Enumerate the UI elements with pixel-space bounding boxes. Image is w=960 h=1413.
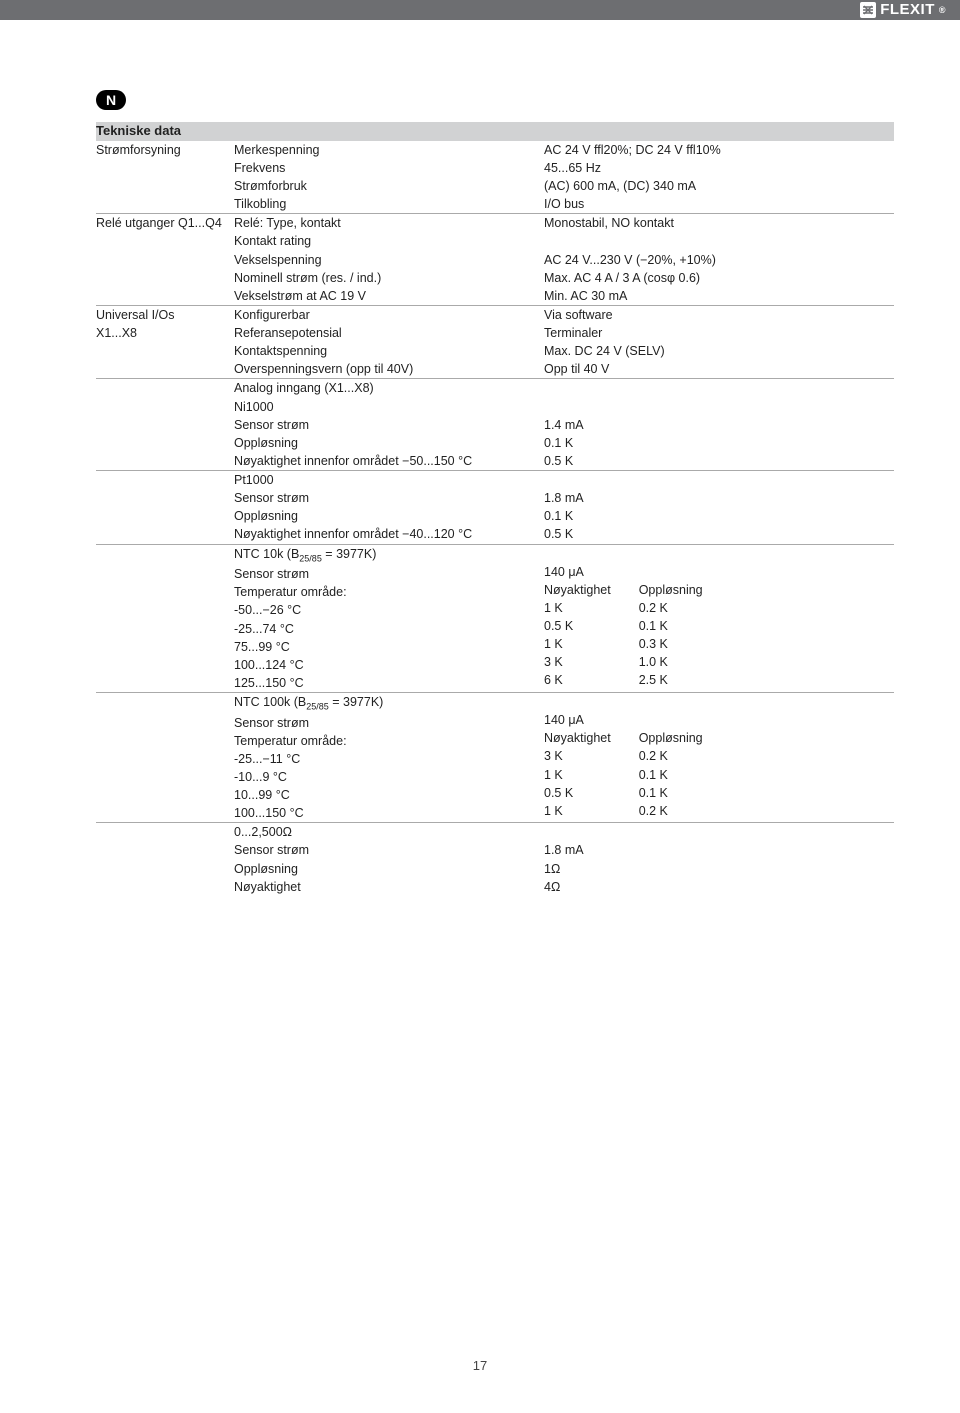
row-param: Konfigurerbar Referansepotensial Kontakt…: [234, 305, 544, 379]
row-value: 1.4 mA 0.1 K 0.5 K: [544, 379, 894, 471]
table-row: NTC 10k (B25/85 = 3977K)Sensor strømTemp…: [96, 544, 894, 692]
row-param: 0...2,500Ω Sensor strøm Oppløsning Nøyak…: [234, 823, 544, 896]
row-value: AC 24 V ffl20%; DC 24 V ffl10% 45...65 H…: [544, 141, 894, 214]
value-left: 140 μA Nøyaktighet 1 K 0.5 K 1 K 3 K 6 K: [544, 545, 611, 690]
row-param: Pt1000 Sensor strøm Oppløsning Nøyaktigh…: [234, 471, 544, 545]
top-bar: FLEXIT ®: [0, 0, 960, 20]
row-param: Merkespenning Frekvens Strømforbruk Tilk…: [234, 141, 544, 214]
table-row: Relé utganger Q1...Q4Relé: Type, kontakt…: [96, 214, 894, 306]
row-label: [96, 544, 234, 692]
table-row: NTC 100k (B25/85 = 3977K)Sensor strømTem…: [96, 693, 894, 823]
row-value: 140 μA Nøyaktighet 3 K 1 K 0.5 K 1 K Opp…: [544, 693, 894, 823]
row-value: 1.8 mA 0.1 K 0.5 K: [544, 471, 894, 545]
row-value: Via software Terminaler Max. DC 24 V (SE…: [544, 305, 894, 379]
reg-mark: ®: [939, 5, 946, 15]
row-label: [96, 823, 234, 896]
value-left: 140 μA Nøyaktighet 3 K 1 K 0.5 K 1 K: [544, 693, 611, 820]
table-row: 0...2,500Ω Sensor strøm Oppløsning Nøyak…: [96, 823, 894, 896]
brand-icon: [860, 2, 876, 18]
page-content: N Tekniske data StrømforsyningMerkespenn…: [0, 20, 960, 896]
row-param: Relé: Type, kontakt Kontakt rating Vekse…: [234, 214, 544, 306]
spec-table: Tekniske data StrømforsyningMerkespennin…: [96, 122, 894, 896]
row-param: Analog inngang (X1...X8) Ni1000 Sensor s…: [234, 379, 544, 471]
row-label: Universal I/Os X1...X8: [96, 305, 234, 379]
page-number: 17: [0, 1358, 960, 1373]
value-right: Oppløsning 0.2 K 0.1 K 0.1 K 0.2 K: [639, 693, 703, 820]
row-param: NTC 10k (B25/85 = 3977K)Sensor strømTemp…: [234, 544, 544, 692]
row-label: Relé utganger Q1...Q4: [96, 214, 234, 306]
row-value: 1.8 mA 1Ω 4Ω: [544, 823, 894, 896]
brand: FLEXIT ®: [860, 0, 946, 20]
brand-text: FLEXIT: [880, 0, 935, 20]
table-title: Tekniske data: [96, 122, 894, 141]
table-header-row: Tekniske data: [96, 122, 894, 141]
table-row: Universal I/Os X1...X8Konfigurerbar Refe…: [96, 305, 894, 379]
value-right: Oppløsning 0.2 K 0.1 K 0.3 K 1.0 K 2.5 K: [639, 545, 703, 690]
language-badge: N: [96, 90, 126, 110]
table-row: Analog inngang (X1...X8) Ni1000 Sensor s…: [96, 379, 894, 471]
row-label: Strømforsyning: [96, 141, 234, 214]
table-row: Pt1000 Sensor strøm Oppløsning Nøyaktigh…: [96, 471, 894, 545]
row-param: NTC 100k (B25/85 = 3977K)Sensor strømTem…: [234, 693, 544, 823]
row-value: Monostabil, NO kontakt AC 24 V...230 V (…: [544, 214, 894, 306]
table-row: StrømforsyningMerkespenning Frekvens Str…: [96, 141, 894, 214]
row-label: [96, 693, 234, 823]
row-label: [96, 379, 234, 471]
row-label: [96, 471, 234, 545]
row-value: 140 μA Nøyaktighet 1 K 0.5 K 1 K 3 K 6 K…: [544, 544, 894, 692]
